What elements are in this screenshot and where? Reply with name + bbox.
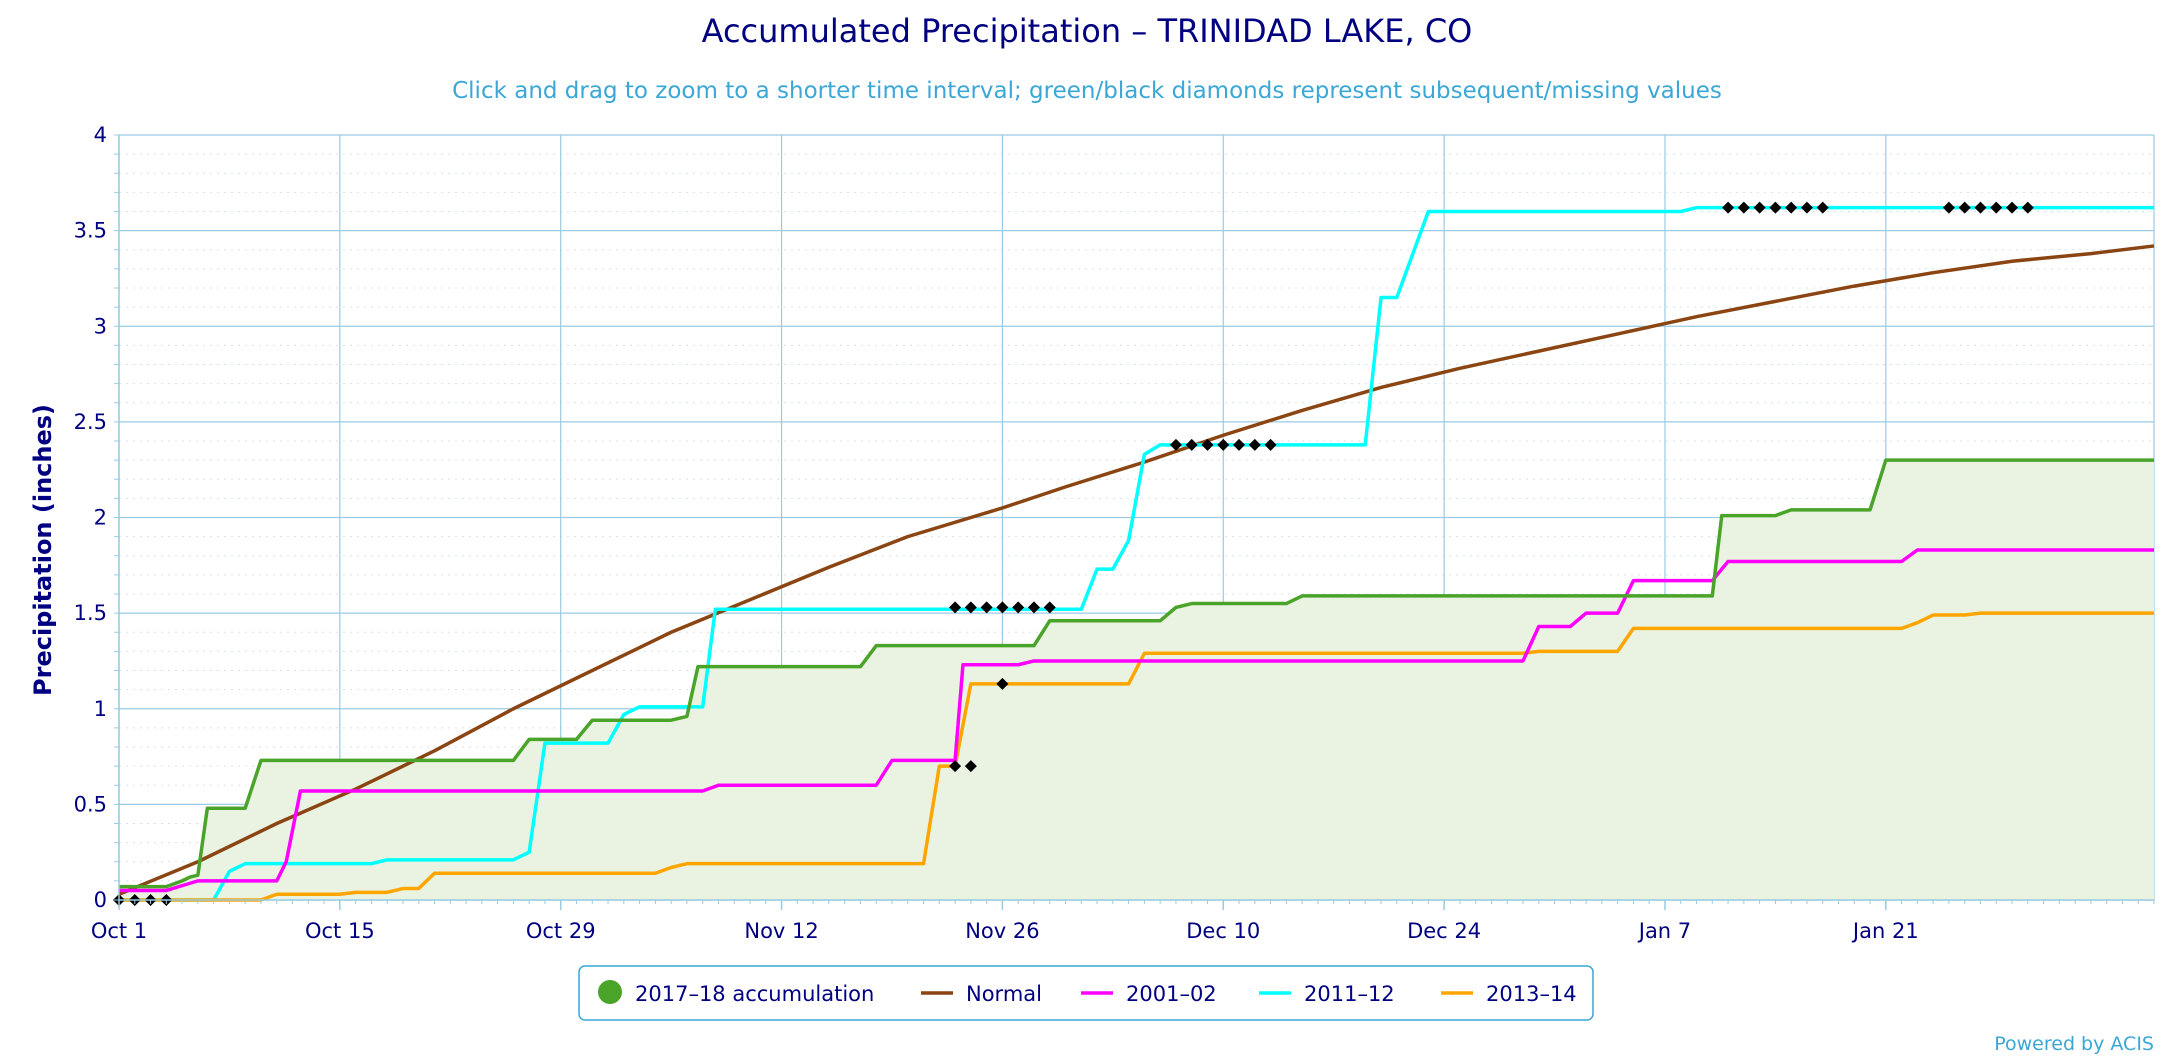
- y-axis-label: Precipitation (inches): [29, 404, 57, 696]
- missing-value-marker[interactable]: [1217, 438, 1230, 451]
- legend-label: Normal: [966, 982, 1042, 1006]
- y-tick-label: 0.5: [74, 792, 107, 816]
- missing-value-marker[interactable]: [1185, 438, 1198, 451]
- chart-title: Accumulated Precipitation – TRINIDAD LAK…: [702, 12, 1473, 50]
- missing-value-marker[interactable]: [949, 760, 962, 773]
- missing-value-marker[interactable]: [1233, 438, 1246, 451]
- missing-value-marker[interactable]: [949, 601, 962, 614]
- missing-value-marker[interactable]: [980, 601, 993, 614]
- y-tick-label: 2.5: [74, 410, 107, 434]
- legend-label: 2011–12: [1304, 982, 1395, 1006]
- missing-value-marker[interactable]: [1942, 201, 1955, 214]
- legend-item[interactable]: 2017–18 accumulation: [598, 980, 874, 1006]
- accumulation-area: [119, 460, 2154, 900]
- legend[interactable]: 2017–18 accumulation Normal 2001–02 2011–12…: [578, 965, 1594, 1021]
- x-tick-label: Oct 15: [305, 919, 375, 943]
- chart-subtitle: Click and drag to zoom to a shorter time…: [452, 78, 1722, 104]
- credit-link[interactable]: Powered by ACIS: [1994, 1033, 2154, 1055]
- series-line[interactable]: [119, 458, 2154, 889]
- accumulation-fill: [119, 460, 2154, 900]
- missing-value-marker[interactable]: [1785, 201, 1798, 214]
- x-tick-label: Dec 10: [1186, 919, 1260, 943]
- missing-value-marker[interactable]: [1958, 201, 1971, 214]
- missing-value-marker[interactable]: [1722, 201, 1735, 214]
- x-tick-label: Oct 29: [526, 919, 596, 943]
- legend-label: 2013–14: [1486, 982, 1577, 1006]
- axes: 0 0.5 1 1.5 2 2.5 3 3.5 4 Oct 1 Oct 15 Oct 29 Nov 12…: [74, 123, 2155, 943]
- missing-value-marker[interactable]: [996, 601, 1009, 614]
- x-tick-label: Jan 21: [1851, 919, 1919, 943]
- missing-value-marker[interactable]: [1027, 601, 1040, 614]
- legend-item[interactable]: 2001–02: [1081, 982, 1217, 1006]
- missing-value-marker[interactable]: [964, 760, 977, 773]
- series-line[interactable]: [119, 548, 2154, 893]
- missing-value-marker[interactable]: [1248, 438, 1261, 451]
- series-line[interactable]: [119, 611, 2154, 902]
- series-lines[interactable]: [118, 205, 2155, 902]
- missing-value-marker[interactable]: [1753, 201, 1766, 214]
- missing-value-marker[interactable]: [1990, 201, 2003, 214]
- missing-value-marker[interactable]: [1201, 438, 1214, 451]
- missing-value-marker[interactable]: [1043, 601, 1056, 614]
- y-tick-label: 0: [94, 888, 107, 912]
- missing-value-marker[interactable]: [1974, 201, 1987, 214]
- legend-item[interactable]: Normal: [921, 982, 1042, 1006]
- y-tick-label: 3: [94, 314, 107, 338]
- missing-value-markers[interactable]: [113, 201, 2034, 906]
- missing-value-marker[interactable]: [2006, 201, 2019, 214]
- x-tick-label: Nov 26: [965, 919, 1039, 943]
- missing-value-marker[interactable]: [1012, 601, 1025, 614]
- legend-label: 2017–18 accumulation: [635, 982, 874, 1006]
- x-tick-label: Dec 24: [1407, 919, 1481, 943]
- legend-item[interactable]: 2013–14: [1441, 982, 1577, 1006]
- y-tick-label: 1: [94, 697, 107, 721]
- missing-value-marker[interactable]: [1264, 438, 1277, 451]
- legend-label: 2001–02: [1126, 982, 1217, 1006]
- missing-value-marker[interactable]: [1816, 201, 1829, 214]
- x-tick-label: Nov 12: [744, 919, 818, 943]
- y-tick-label: 1.5: [74, 601, 107, 625]
- legend-marker-circle: [598, 980, 622, 1004]
- x-tick-label: Jan 7: [1637, 919, 1691, 943]
- y-tick-label: 3.5: [74, 219, 107, 243]
- missing-value-marker[interactable]: [964, 601, 977, 614]
- missing-value-marker[interactable]: [2021, 201, 2034, 214]
- series-line[interactable]: [119, 205, 2154, 902]
- x-tick-label: Oct 1: [91, 919, 147, 943]
- missing-value-marker[interactable]: [1800, 201, 1813, 214]
- missing-value-marker[interactable]: [1169, 438, 1182, 451]
- y-tick-label: 2: [94, 506, 107, 530]
- missing-value-marker[interactable]: [1769, 201, 1782, 214]
- missing-value-marker[interactable]: [996, 677, 1009, 690]
- legend-item[interactable]: 2011–12: [1259, 982, 1395, 1006]
- y-tick-label: 4: [94, 123, 107, 147]
- missing-value-marker[interactable]: [1737, 201, 1750, 214]
